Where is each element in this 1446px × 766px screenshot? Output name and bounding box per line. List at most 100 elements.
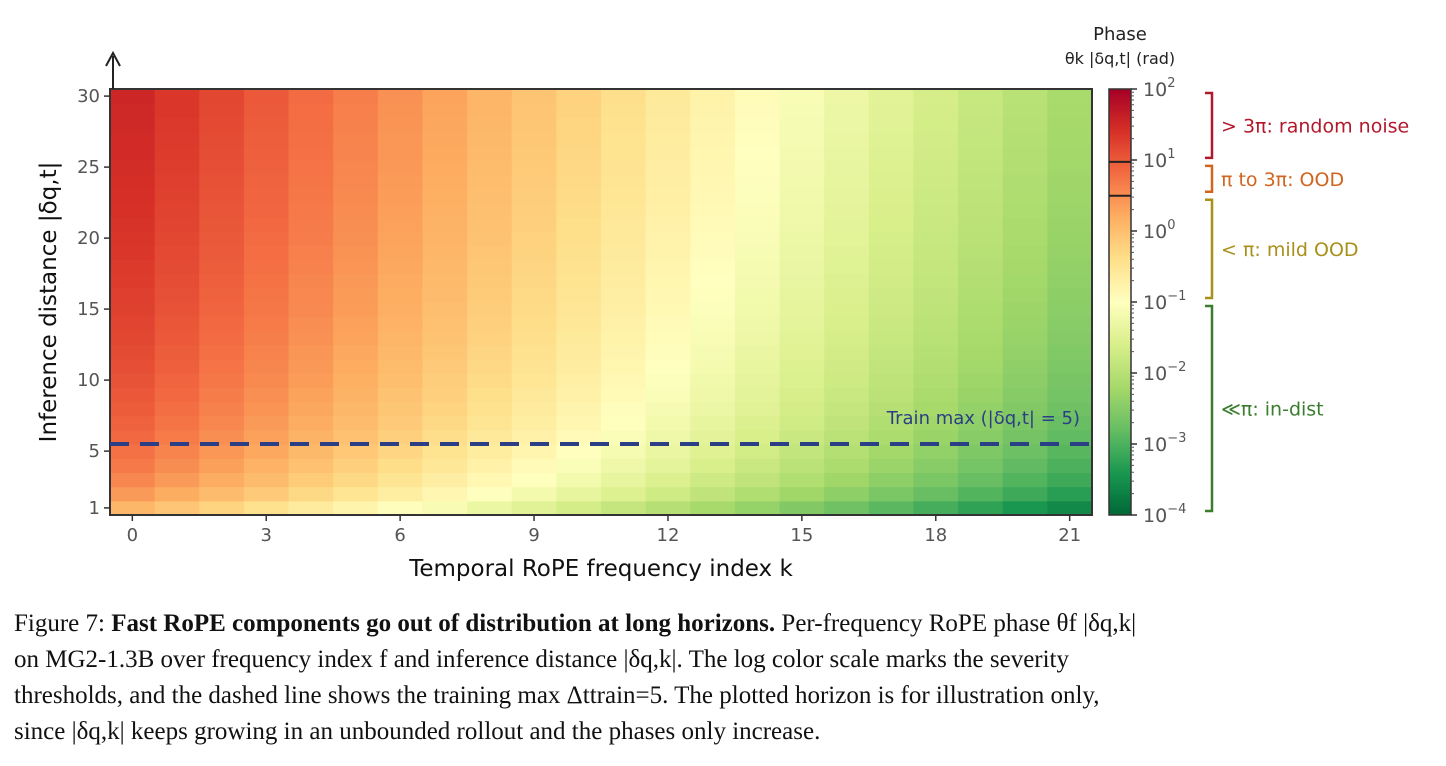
heatmap-cell <box>199 231 245 246</box>
heatmap-cells <box>110 89 1093 516</box>
heatmap-cell <box>1002 287 1048 303</box>
heatmap-cell <box>913 145 959 161</box>
heatmap-cell <box>779 245 825 260</box>
heatmap-cell <box>913 259 959 275</box>
heatmap-cell <box>779 500 825 516</box>
heatmap-cell <box>467 458 513 473</box>
heatmap-cell <box>377 401 424 417</box>
heatmap-cell <box>734 202 781 218</box>
heatmap-cell <box>199 429 245 445</box>
heatmap-cell <box>913 287 959 303</box>
heatmap-cell <box>422 145 468 161</box>
heatmap-cell <box>601 259 647 275</box>
heatmap-cell <box>288 103 334 118</box>
heatmap-cell <box>601 89 647 104</box>
heatmap-cell <box>333 145 379 161</box>
heatmap-cell <box>868 401 915 417</box>
heatmap-cell <box>645 131 691 147</box>
heatmap-cell <box>1047 302 1093 317</box>
heatmap-cell <box>333 472 379 488</box>
heatmap-cell <box>601 500 647 516</box>
heatmap-cell <box>913 216 959 232</box>
heatmap-cell <box>377 500 424 516</box>
heatmap-cell <box>377 373 424 388</box>
heatmap-cell <box>1047 287 1093 303</box>
heatmap-cell <box>110 344 156 360</box>
heatmap-cell <box>913 131 959 147</box>
heatmap-cell <box>377 316 424 331</box>
heatmap-cell <box>556 401 602 417</box>
heatmap-cell <box>154 287 200 303</box>
heatmap-cell <box>958 287 1004 303</box>
heatmap-cell <box>1002 458 1048 473</box>
y-tick-label: 10 <box>77 370 100 391</box>
heatmap-cell <box>958 429 1004 445</box>
heatmap-cell <box>601 472 647 488</box>
heatmap-cell <box>779 472 825 488</box>
caption-title: Fast RoPE components go out of distribut… <box>111 610 776 637</box>
heatmap-cell <box>824 216 870 232</box>
heatmap-cell <box>333 444 379 459</box>
heatmap-cell <box>333 245 379 260</box>
heatmap-cell <box>824 259 870 275</box>
heatmap-cell <box>333 330 379 346</box>
heatmap-cell <box>288 316 334 331</box>
heatmap-cell <box>690 174 736 189</box>
heatmap-cell <box>645 429 691 445</box>
heatmap-cell <box>243 458 290 473</box>
heatmap-cell <box>1002 259 1048 275</box>
heatmap-cell <box>958 216 1004 232</box>
heatmap-cell <box>288 358 334 374</box>
heatmap-cell <box>199 373 245 388</box>
heatmap-cell <box>154 145 200 161</box>
heatmap-cell <box>868 458 915 473</box>
heatmap-cell <box>154 302 200 317</box>
heatmap-cell <box>467 330 513 346</box>
heatmap-cell <box>779 174 825 189</box>
heatmap-cell <box>868 174 915 189</box>
heatmap-cell <box>601 231 647 246</box>
heatmap-cell <box>288 500 334 516</box>
heatmap-cell <box>422 401 468 417</box>
heatmap-cell <box>734 174 781 189</box>
heatmap-cell <box>779 444 825 459</box>
heatmap-cell <box>1002 387 1048 402</box>
heatmap-cell <box>1047 117 1093 133</box>
heatmap-cell <box>734 373 781 388</box>
heatmap-cell <box>288 231 334 246</box>
heatmap-cell <box>422 259 468 275</box>
heatmap-cell <box>958 145 1004 161</box>
heatmap-cell <box>511 231 557 246</box>
heatmap-cell <box>690 273 736 289</box>
heatmap-cell <box>601 387 647 402</box>
heatmap-cell <box>110 216 156 232</box>
heatmap-cell <box>868 188 915 204</box>
heatmap-cell <box>1047 89 1093 104</box>
heatmap-cell <box>645 444 691 459</box>
heatmap-cell <box>288 160 334 175</box>
heatmap-cell <box>868 316 915 331</box>
heatmap-cell <box>734 444 781 459</box>
x-tick-label: 21 <box>1058 525 1081 546</box>
heatmap-cell <box>556 316 602 331</box>
heatmap-cell <box>690 160 736 175</box>
heatmap-cell <box>556 500 602 516</box>
heatmap-cell <box>868 216 915 232</box>
colorbar-tick-label: 10−4 <box>1143 502 1186 527</box>
heatmap-cell <box>734 401 781 417</box>
heatmap-cell <box>645 188 691 204</box>
heatmap-cell <box>288 287 334 303</box>
heatmap-cell <box>511 202 557 218</box>
heatmap-cell <box>243 259 290 275</box>
heatmap-cell <box>913 231 959 246</box>
heatmap-cell <box>690 429 736 445</box>
heatmap-cell <box>824 373 870 388</box>
heatmap-cell <box>690 458 736 473</box>
heatmap-cell <box>110 231 156 246</box>
heatmap-cell <box>288 131 334 147</box>
x-tick-label: 18 <box>924 525 947 546</box>
heatmap-cell <box>154 415 200 431</box>
heatmap-cell <box>377 472 424 488</box>
heatmap-cell <box>958 188 1004 204</box>
heatmap-cell <box>824 231 870 246</box>
